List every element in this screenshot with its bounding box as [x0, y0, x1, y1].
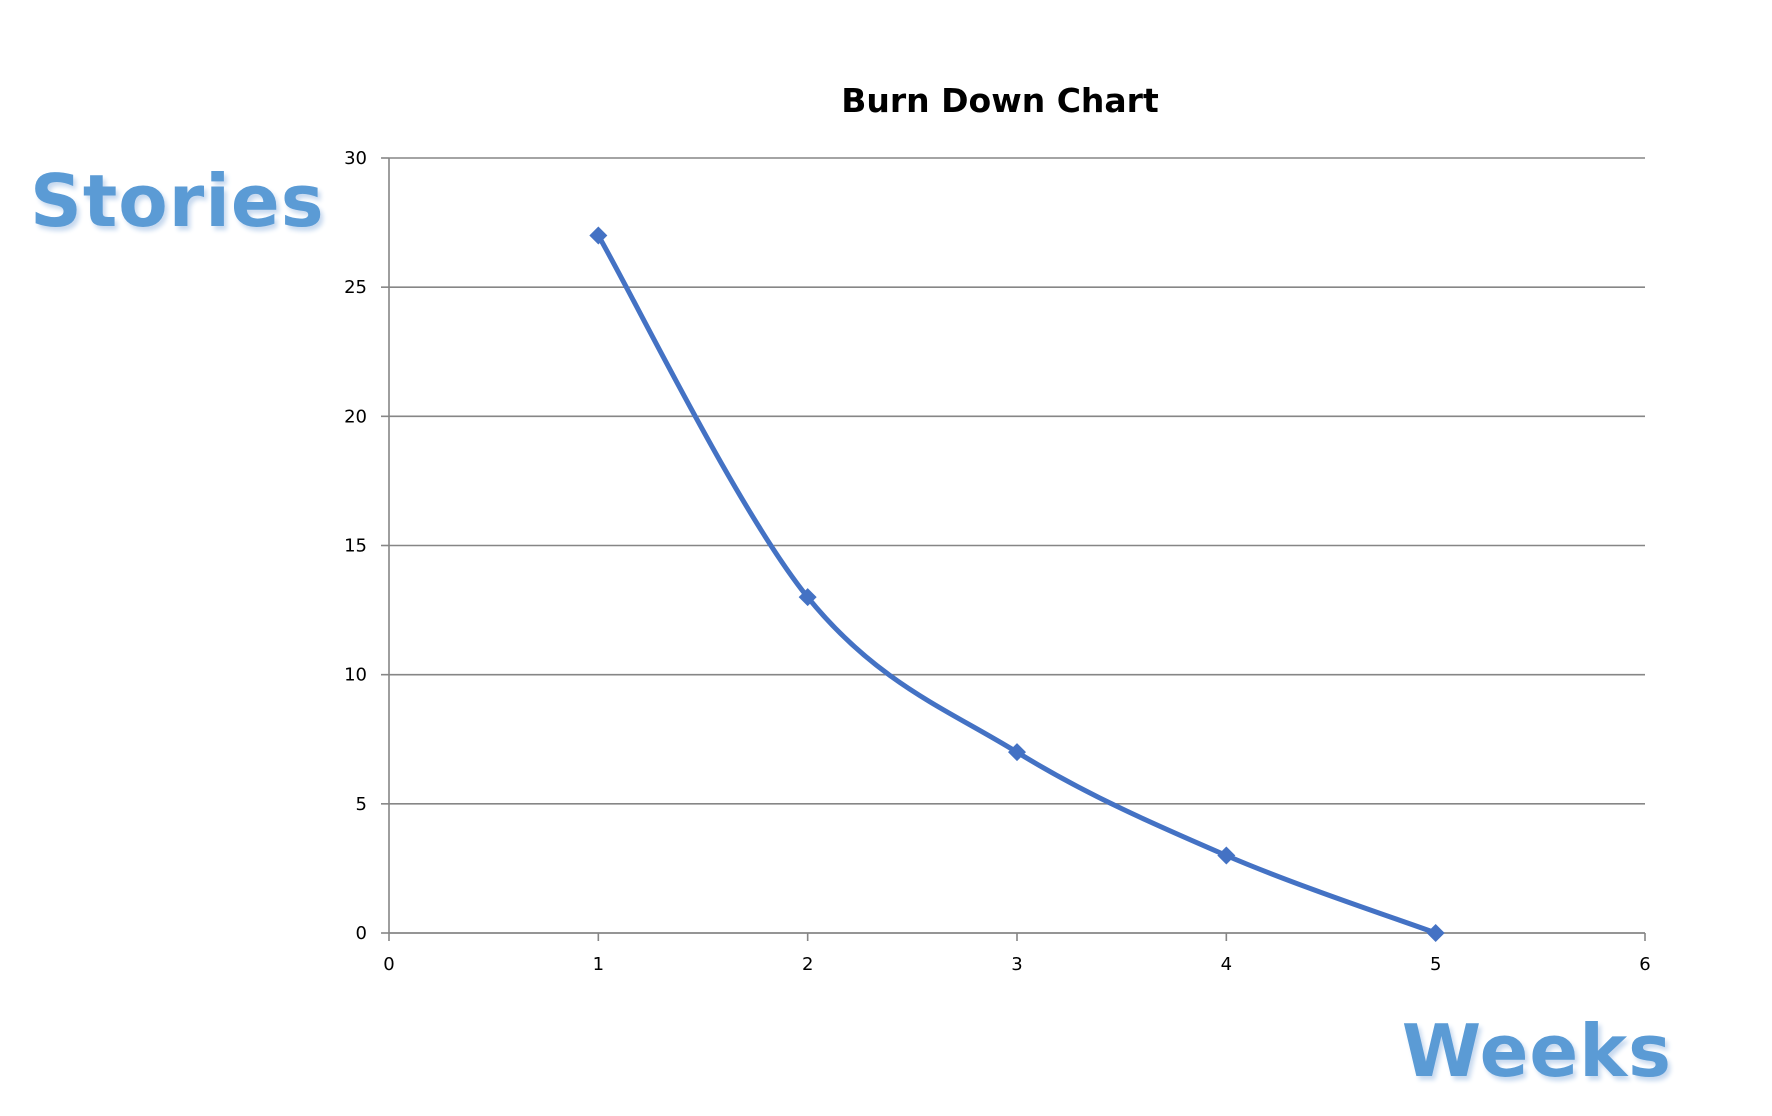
x-tick-label: 2 [802, 954, 813, 975]
y-tick-label: 25 [344, 277, 367, 298]
data-point-marker [1008, 743, 1026, 762]
axes [381, 157, 1646, 941]
chart-title: Burn Down Chart [841, 81, 1159, 120]
x-tick-label: 6 [1639, 954, 1650, 975]
y-tick-label: 5 [356, 794, 367, 815]
x-tick-label: 0 [383, 954, 394, 975]
y-tick-label: 30 [344, 148, 367, 169]
data-point-marker [1426, 924, 1445, 942]
gridlines [389, 157, 1645, 934]
x-tick-label: 3 [1011, 954, 1022, 975]
y-tick-label: 0 [356, 923, 367, 944]
series-layer [589, 226, 1445, 942]
y-axis-label: Stories [30, 159, 325, 243]
x-axis-label: Weeks [1401, 1009, 1672, 1093]
data-point-marker [798, 588, 817, 607]
x-tick-label: 4 [1221, 954, 1232, 975]
data-point-marker [1217, 846, 1236, 865]
x-tick-label: 5 [1430, 954, 1441, 975]
data-point-marker [589, 226, 608, 245]
series-line [595, 233, 1439, 936]
y-tick-label: 10 [344, 665, 367, 686]
tick-labels: 0 5 10 15 20 25 30 0 1 2 3 4 5 6 [344, 148, 1651, 975]
y-tick-label: 15 [344, 536, 367, 557]
y-tick-label: 20 [344, 406, 367, 427]
x-tick-label: 1 [593, 954, 604, 975]
